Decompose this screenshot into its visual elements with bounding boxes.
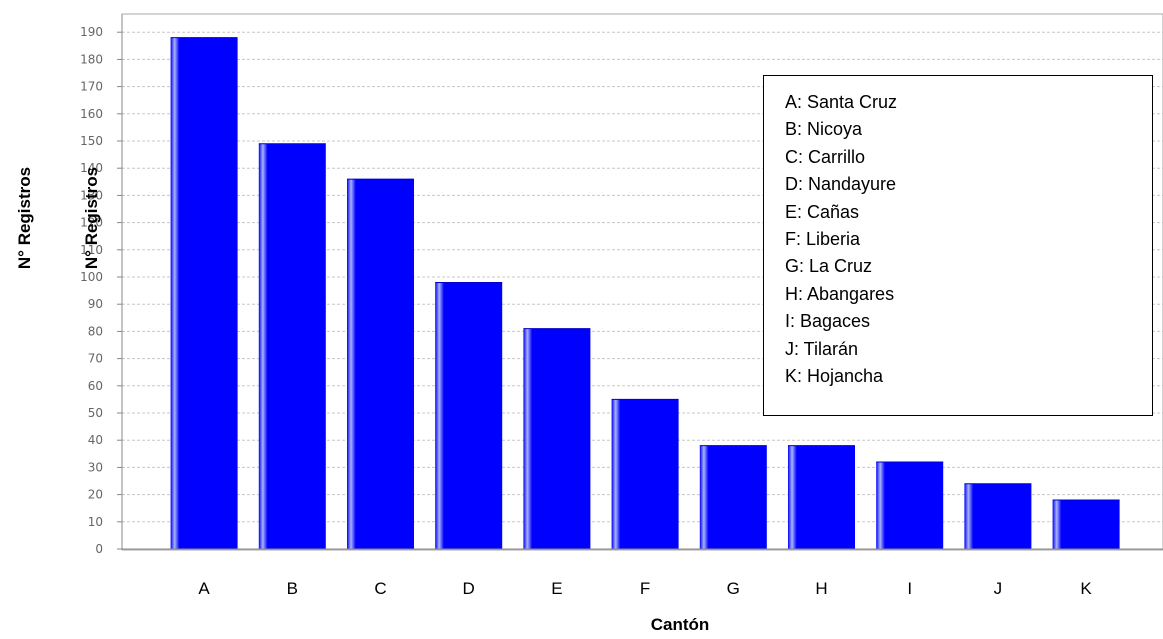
y-tick-label: 20 (88, 488, 103, 502)
bar-D (435, 282, 503, 549)
legend-item: G: La Cruz (785, 256, 873, 277)
bar-K (1052, 500, 1120, 549)
y-tick-label: 150 (80, 134, 103, 148)
y-tick-label: 60 (88, 379, 103, 393)
x-tick-label: E (551, 579, 562, 598)
y-tick-label: 50 (88, 406, 103, 420)
x-tick-label: H (815, 579, 827, 598)
y-tick-label: 40 (88, 433, 103, 447)
y-tick-label: 190 (80, 25, 103, 39)
bar-F (611, 399, 679, 549)
y-tick-label: 100 (80, 270, 103, 284)
x-tick-labels: A B C D E F G H I J K (198, 579, 1092, 598)
legend-item: A: Santa Cruz (785, 92, 898, 112)
legend-item: E: Cañas (785, 201, 860, 222)
y-tick-label: 180 (80, 52, 103, 66)
legend-item: F: Liberia (785, 229, 861, 250)
x-tick-label: K (1080, 579, 1092, 598)
bar-E (523, 328, 591, 549)
axes (117, 14, 1163, 550)
x-tick-label: A (198, 579, 210, 598)
y-tick-label: 0 (95, 542, 103, 556)
x-tick-label: D (463, 579, 475, 598)
x-tick-label: G (727, 579, 740, 598)
bar-B (258, 143, 326, 549)
x-tick-label: J (994, 579, 1003, 598)
legend-item: I: Bagaces (785, 311, 871, 332)
x-axis-title: Cantón (651, 615, 710, 634)
x-tick-label: I (907, 579, 912, 598)
bar-H (788, 445, 855, 549)
bar-C (347, 179, 414, 549)
y-axis-title-overlay: N° Registros (82, 167, 101, 269)
bar-I (876, 461, 944, 549)
y-axis-title: N° Registros (15, 167, 34, 269)
y-tick-label: 170 (80, 80, 103, 94)
y-tick-label: 160 (80, 107, 103, 121)
y-tick-label: 80 (88, 324, 103, 338)
legend-item: H: Abangares (785, 283, 895, 304)
x-tick-label: B (287, 579, 298, 598)
bar-A (170, 37, 238, 549)
bar-J (964, 483, 1032, 549)
y-tick-label: 110 (80, 243, 103, 257)
y-tick-label: 90 (88, 297, 103, 311)
bars (170, 37, 1120, 549)
y-tick-label: 30 (88, 460, 103, 474)
y-tick-label: 140 (80, 161, 103, 175)
legend-item: C: Carrillo (785, 146, 866, 167)
y-tick-label: 70 (88, 352, 103, 366)
legend-item: J: Tilarán (785, 338, 859, 359)
y-tick-label: 130 (80, 188, 103, 202)
y-tick-label: 10 (88, 515, 103, 529)
bar-G (699, 445, 767, 549)
legend-item: D: Nandayure (785, 174, 897, 195)
legend-item: K: Hojancha (785, 366, 884, 387)
x-tick-label: F (640, 579, 650, 598)
legend-item: B: Nicoya (785, 119, 863, 140)
legend: A: Santa Cruz B: Nicoya C: Carrillo D: N… (763, 75, 1153, 416)
x-tick-label: C (374, 579, 386, 598)
y-tick-labels: 0 10 20 30 40 50 60 70 80 90 100 110 120 130 140 150 160… (80, 25, 103, 556)
y-tick-label: 120 (80, 216, 103, 230)
